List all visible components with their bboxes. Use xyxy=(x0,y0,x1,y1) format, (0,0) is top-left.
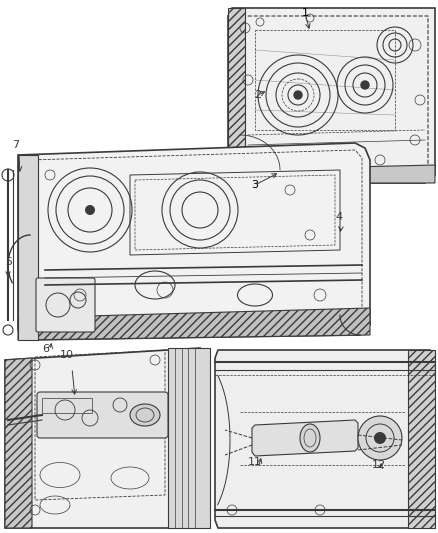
Polygon shape xyxy=(168,348,210,528)
Polygon shape xyxy=(5,348,210,528)
Polygon shape xyxy=(18,308,370,340)
Ellipse shape xyxy=(130,404,160,426)
Text: 5: 5 xyxy=(5,257,12,267)
Text: 6: 6 xyxy=(42,344,49,354)
Polygon shape xyxy=(228,165,435,183)
FancyBboxPatch shape xyxy=(37,392,168,438)
Polygon shape xyxy=(5,358,32,528)
Text: 11: 11 xyxy=(248,457,262,467)
Polygon shape xyxy=(228,8,245,183)
Ellipse shape xyxy=(300,424,320,452)
Text: 7: 7 xyxy=(12,140,19,150)
Polygon shape xyxy=(18,143,370,340)
Circle shape xyxy=(294,91,302,99)
Circle shape xyxy=(85,205,95,215)
Circle shape xyxy=(374,432,386,444)
FancyBboxPatch shape xyxy=(36,278,95,332)
Circle shape xyxy=(361,81,369,89)
Polygon shape xyxy=(215,350,435,528)
Polygon shape xyxy=(252,420,358,456)
Circle shape xyxy=(358,416,402,460)
Text: 3: 3 xyxy=(251,180,258,190)
Polygon shape xyxy=(18,155,38,340)
Text: 4: 4 xyxy=(335,212,342,222)
Text: 1: 1 xyxy=(301,8,308,18)
Text: 2: 2 xyxy=(254,90,261,100)
Text: 12: 12 xyxy=(372,460,386,470)
Polygon shape xyxy=(408,350,435,528)
Text: 10: 10 xyxy=(60,350,74,360)
Polygon shape xyxy=(228,8,435,183)
